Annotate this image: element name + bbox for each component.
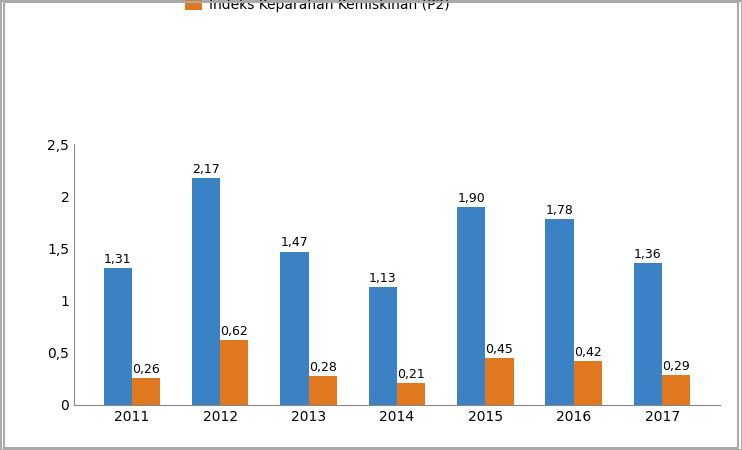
Bar (132, 378, 160, 405)
Bar (485, 358, 513, 405)
Legend: Indeks Kedalaman Kemiskinan (P1), Indeks Keparahan Kemiskinan (P2): Indeks Kedalaman Kemiskinan (P1), Indeks… (178, 0, 459, 18)
Bar (574, 361, 602, 405)
Bar (545, 219, 574, 405)
Bar (192, 179, 220, 405)
Text: 1,90: 1,90 (457, 192, 485, 205)
Text: 1,36: 1,36 (634, 248, 662, 261)
Text: 1,13: 1,13 (369, 272, 397, 285)
Bar (309, 376, 337, 405)
Text: 0,29: 0,29 (663, 360, 690, 373)
Text: 1,47: 1,47 (280, 236, 309, 249)
Bar (457, 207, 485, 405)
Text: 1,31: 1,31 (104, 253, 131, 266)
Text: 1,78: 1,78 (545, 204, 574, 217)
Bar (280, 252, 309, 405)
Text: 0,45: 0,45 (485, 343, 513, 356)
Text: 2,17: 2,17 (192, 163, 220, 176)
Text: 0,62: 0,62 (220, 325, 249, 338)
Text: 0,42: 0,42 (574, 346, 602, 359)
Bar (662, 375, 690, 405)
Text: 0,26: 0,26 (132, 363, 160, 376)
Bar (634, 263, 662, 405)
Text: 0,28: 0,28 (309, 361, 337, 374)
Bar (397, 383, 425, 405)
Bar (104, 268, 132, 405)
Bar (369, 287, 397, 405)
Text: 0,21: 0,21 (397, 368, 425, 381)
Bar (220, 340, 249, 405)
